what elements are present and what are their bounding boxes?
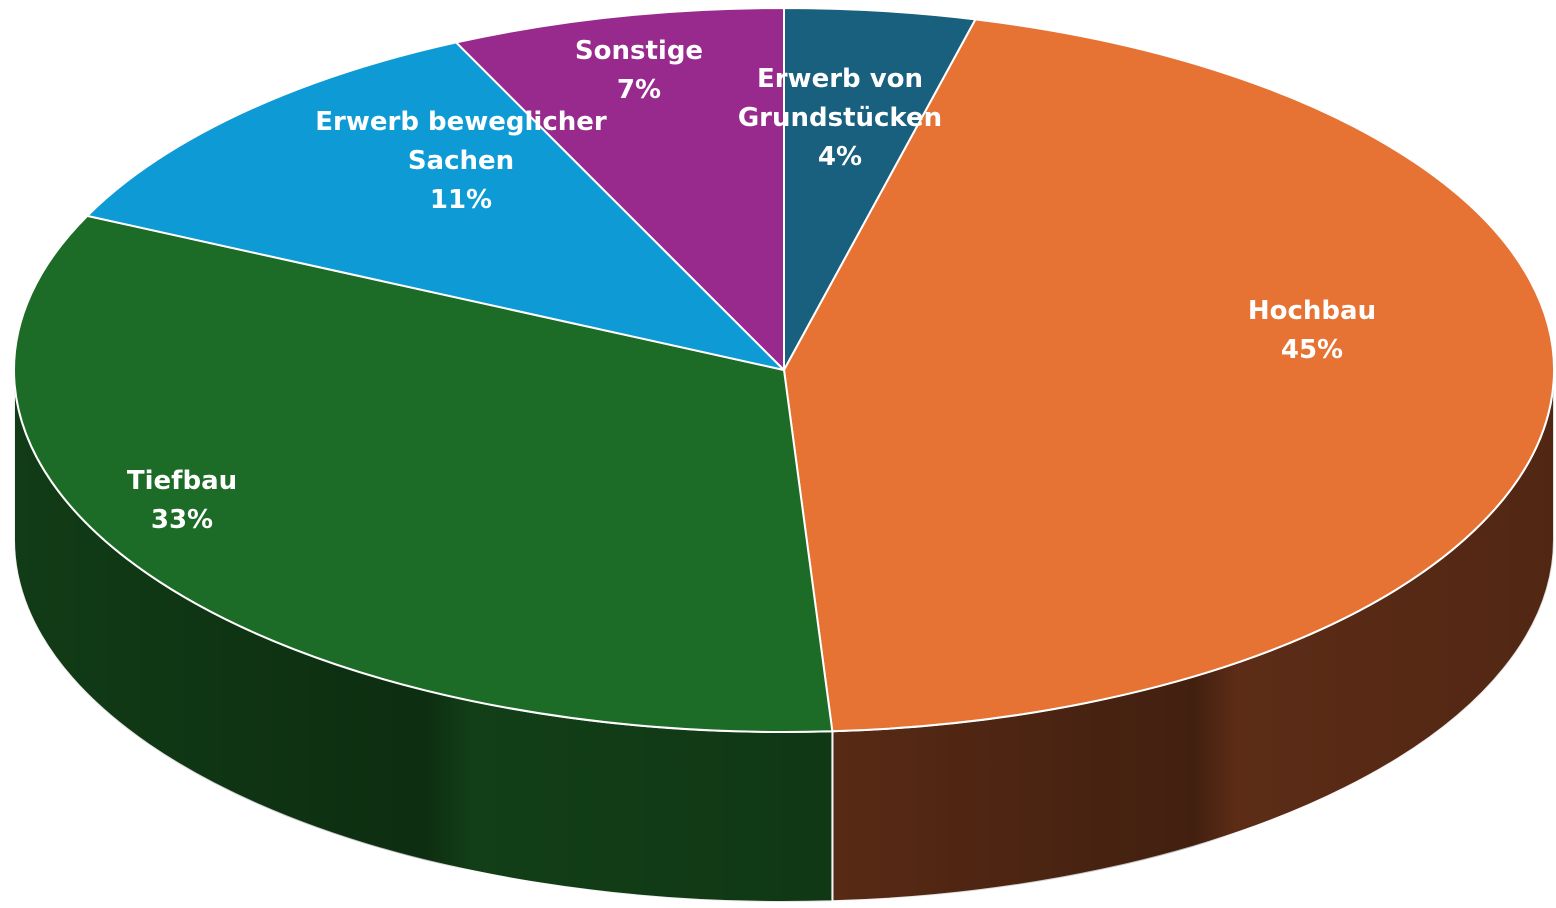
slice-value-label: 11% (430, 185, 492, 215)
pie-side-shade-tiefbau (14, 370, 833, 902)
pie-labels: Erwerb von Grundstücken 4% Hochbau 45% Tiefba… (127, 36, 1376, 535)
pie-slice-erwerb-von-grundstücken (783, 7, 977, 371)
slice-value-label: 33% (151, 505, 213, 535)
pie-slice-erwerb-beweglicher-sachen (86, 41, 785, 371)
pie-top-faces (13, 7, 1555, 733)
pie-side-shade-hochbau (832, 370, 1554, 902)
slice-name-label: Sachen (408, 146, 514, 176)
slice-label-hochbau: Hochbau 45% (1248, 296, 1376, 365)
slice-value-label: 4% (818, 142, 862, 172)
slice-name-label: Hochbau (1248, 296, 1376, 326)
pie-slice-hochbau (783, 18, 1555, 733)
slice-name-label: Tiefbau (127, 466, 237, 496)
slice-label-sonstige: Sonstige 7% (575, 36, 703, 105)
slice-label-erwerb-von-grundstücken: Erwerb von Grundstücken 4% (738, 64, 942, 172)
slice-label-erwerb-beweglicher-sachen: Erwerb beweglicher Sachen 11% (315, 107, 607, 215)
pie-slice-sonstige (455, 7, 785, 371)
slice-value-label: 45% (1281, 335, 1343, 365)
slice-value-label: 7% (617, 75, 661, 105)
pie-slice-tiefbau (13, 214, 834, 733)
pie-side-walls (13, 369, 1555, 903)
slice-label-tiefbau: Tiefbau 33% (127, 466, 237, 535)
slice-name-label: Sonstige (575, 36, 703, 66)
slice-name-label: Grundstücken (738, 103, 942, 133)
slice-name-label: Erwerb von (757, 64, 923, 94)
slice-name-label: Erwerb beweglicher (315, 107, 607, 137)
